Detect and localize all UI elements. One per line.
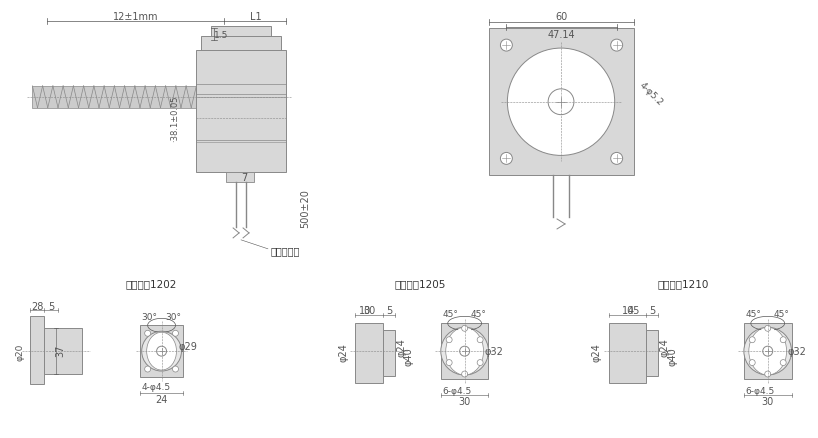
- Text: 30: 30: [762, 396, 774, 406]
- Text: φ40: φ40: [404, 347, 414, 366]
- Text: 5: 5: [48, 302, 55, 312]
- Ellipse shape: [146, 332, 177, 370]
- Text: φ40: φ40: [667, 347, 677, 366]
- Circle shape: [507, 49, 614, 156]
- Circle shape: [749, 360, 755, 366]
- Circle shape: [611, 40, 622, 52]
- Text: 4-φ5.2: 4-φ5.2: [638, 80, 665, 107]
- Text: 45°: 45°: [470, 309, 487, 318]
- Circle shape: [446, 360, 452, 366]
- Bar: [383, 331, 395, 376]
- Text: ·38.1±0.05: ·38.1±0.05: [170, 95, 179, 141]
- Text: 5: 5: [649, 306, 655, 316]
- Text: 45°: 45°: [746, 309, 762, 318]
- Bar: [30, 317, 44, 384]
- Text: φ24: φ24: [396, 337, 406, 356]
- Text: 47.14: 47.14: [547, 30, 575, 40]
- Text: 4-φ4.5: 4-φ4.5: [142, 382, 171, 392]
- Circle shape: [441, 328, 488, 375]
- Circle shape: [744, 328, 792, 375]
- Text: 10: 10: [622, 306, 634, 316]
- Text: 45°: 45°: [774, 309, 789, 318]
- Text: 60: 60: [555, 12, 567, 22]
- Circle shape: [749, 337, 755, 343]
- Circle shape: [611, 153, 622, 165]
- Text: 滚珠螺母1202: 滚珠螺母1202: [126, 279, 178, 289]
- Circle shape: [501, 153, 512, 165]
- Text: 7: 7: [241, 173, 247, 183]
- Circle shape: [461, 371, 468, 377]
- Bar: [196, 51, 285, 173]
- Text: φ32: φ32: [787, 346, 806, 357]
- Bar: [355, 324, 383, 383]
- Ellipse shape: [446, 328, 483, 375]
- Circle shape: [765, 371, 771, 377]
- Circle shape: [780, 360, 786, 366]
- Text: 37: 37: [56, 344, 65, 357]
- Bar: [201, 37, 281, 53]
- Text: 12±1mm: 12±1mm: [113, 12, 159, 22]
- Circle shape: [145, 331, 151, 336]
- Circle shape: [501, 40, 512, 52]
- Text: L1: L1: [250, 12, 262, 22]
- Bar: [33, 87, 196, 109]
- Text: 28: 28: [31, 302, 43, 312]
- Text: 6-φ4.5: 6-φ4.5: [745, 386, 775, 396]
- Circle shape: [477, 360, 483, 366]
- Text: φ24: φ24: [339, 342, 348, 361]
- Bar: [609, 324, 646, 383]
- Text: 30°: 30°: [165, 312, 182, 321]
- Circle shape: [173, 331, 178, 336]
- Circle shape: [780, 337, 786, 343]
- Text: 6-φ4.5: 6-φ4.5: [442, 386, 471, 396]
- Text: 滚珠螺母1205: 滚珠螺母1205: [394, 279, 446, 289]
- Circle shape: [173, 366, 178, 372]
- Text: φ24: φ24: [659, 337, 669, 356]
- Bar: [226, 173, 254, 183]
- Text: φ20: φ20: [16, 343, 25, 360]
- Text: 1.5: 1.5: [214, 31, 228, 39]
- Text: 45: 45: [627, 306, 640, 316]
- Text: 5: 5: [386, 306, 393, 316]
- Bar: [489, 29, 634, 176]
- Text: 24: 24: [155, 394, 168, 404]
- Text: 10: 10: [359, 306, 371, 316]
- Circle shape: [145, 366, 151, 372]
- Text: 30: 30: [459, 396, 471, 406]
- Text: 30: 30: [363, 306, 375, 316]
- Circle shape: [156, 346, 167, 356]
- Bar: [441, 324, 488, 379]
- Text: φ29: φ29: [179, 341, 198, 351]
- Text: 45°: 45°: [443, 309, 459, 318]
- Circle shape: [762, 346, 773, 356]
- Text: 滚珠螺母1210: 滚珠螺母1210: [658, 279, 709, 289]
- Text: 高柔电缆线: 高柔电缆线: [271, 245, 300, 255]
- Ellipse shape: [748, 328, 787, 375]
- Bar: [211, 27, 271, 41]
- Bar: [140, 325, 183, 377]
- Circle shape: [548, 90, 574, 115]
- Bar: [44, 328, 82, 374]
- Circle shape: [477, 337, 483, 343]
- Text: 30°: 30°: [142, 312, 158, 321]
- Text: φ32: φ32: [484, 346, 503, 357]
- Circle shape: [765, 325, 771, 332]
- Text: φ24: φ24: [591, 342, 602, 361]
- Circle shape: [142, 332, 182, 371]
- Circle shape: [461, 325, 468, 332]
- Bar: [744, 324, 792, 379]
- Bar: [646, 331, 658, 376]
- Circle shape: [446, 337, 452, 343]
- Circle shape: [460, 346, 470, 356]
- Text: 500±20: 500±20: [301, 188, 311, 227]
